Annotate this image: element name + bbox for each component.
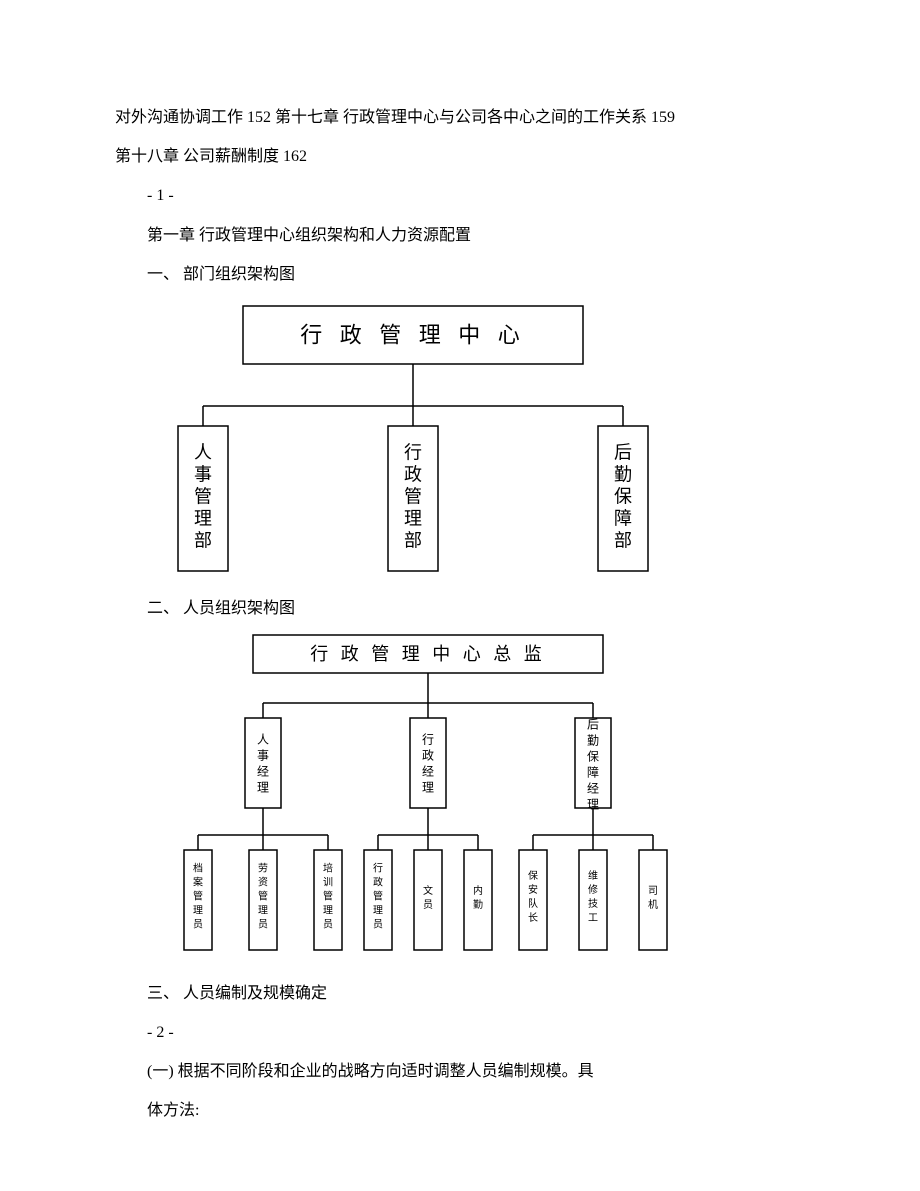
svg-text:长: 长 bbox=[528, 912, 538, 924]
svg-text:理: 理 bbox=[404, 508, 422, 528]
svg-text:保: 保 bbox=[614, 486, 632, 506]
body-line-2: 体方法: bbox=[115, 1093, 805, 1128]
svg-text:安: 安 bbox=[528, 883, 538, 896]
svg-text:理: 理 bbox=[422, 781, 434, 795]
svg-text:文: 文 bbox=[423, 884, 433, 897]
svg-text:管: 管 bbox=[323, 890, 333, 903]
body-line-1: (一) 根据不同阶段和企业的战略方向适时调整人员编制规模。具 bbox=[115, 1054, 805, 1089]
svg-text:保: 保 bbox=[528, 869, 538, 882]
svg-text:员: 员 bbox=[258, 919, 268, 931]
svg-text:行: 行 bbox=[404, 442, 422, 462]
svg-text:事: 事 bbox=[257, 749, 269, 763]
svg-text:员: 员 bbox=[193, 919, 203, 931]
svg-text:行: 行 bbox=[422, 733, 434, 747]
org-chart-1-svg: 行 政 管 理 中 心人事管理部行政管理部后勤保障部 bbox=[163, 296, 663, 576]
page-num-2: - 2 - bbox=[115, 1015, 805, 1050]
svg-text:理: 理 bbox=[193, 905, 203, 917]
svg-text:行 政 管 理 中 心: 行 政 管 理 中 心 bbox=[300, 322, 526, 347]
svg-text:保: 保 bbox=[587, 750, 599, 764]
section-2-title: 二、 人员组织架构图 bbox=[115, 591, 805, 626]
svg-text:后: 后 bbox=[587, 718, 599, 732]
svg-text:勤: 勤 bbox=[587, 734, 599, 748]
svg-text:理: 理 bbox=[323, 905, 333, 917]
svg-text:政: 政 bbox=[404, 464, 422, 484]
svg-text:经: 经 bbox=[422, 765, 434, 779]
svg-text:部: 部 bbox=[404, 530, 422, 550]
chapter-1-title: 第一章 行政管理中心组织架构和人力资源配置 bbox=[115, 218, 805, 253]
svg-text:理: 理 bbox=[194, 508, 212, 528]
section-1-title: 一、 部门组织架构图 bbox=[115, 257, 805, 292]
svg-text:司: 司 bbox=[648, 886, 658, 897]
svg-text:管: 管 bbox=[404, 486, 422, 506]
svg-text:政: 政 bbox=[422, 749, 434, 763]
svg-text:经: 经 bbox=[587, 782, 599, 796]
org-chart-1: 行 政 管 理 中 心人事管理部行政管理部后勤保障部 bbox=[163, 296, 805, 589]
svg-text:员: 员 bbox=[423, 899, 433, 911]
svg-text:障: 障 bbox=[614, 508, 632, 528]
svg-text:维: 维 bbox=[588, 869, 598, 882]
toc-line-2: 第十八章 公司薪酬制度 162 bbox=[115, 139, 805, 174]
svg-text:员: 员 bbox=[373, 919, 383, 931]
svg-text:管: 管 bbox=[258, 890, 268, 903]
svg-text:管: 管 bbox=[194, 486, 212, 506]
page-num-1: - 1 - bbox=[115, 178, 805, 213]
svg-text:人: 人 bbox=[194, 442, 212, 462]
svg-text:管: 管 bbox=[193, 890, 203, 903]
section-3-title: 三、 人员编制及规模确定 bbox=[115, 976, 805, 1011]
svg-text:政: 政 bbox=[373, 876, 383, 889]
svg-text:行: 行 bbox=[373, 862, 383, 875]
svg-text:机: 机 bbox=[648, 898, 658, 911]
svg-text:资: 资 bbox=[258, 877, 268, 889]
svg-text:人: 人 bbox=[257, 733, 269, 747]
svg-text:障: 障 bbox=[587, 765, 599, 780]
svg-text:员: 员 bbox=[323, 919, 333, 931]
svg-text:工: 工 bbox=[588, 913, 598, 924]
org-chart-2-svg: 行 政 管 理 中 心 总 监人事经理行政经理后勤保障经理档案管理员劳资管理员培… bbox=[163, 630, 693, 960]
svg-text:训: 训 bbox=[323, 877, 333, 889]
svg-text:勤: 勤 bbox=[614, 464, 632, 484]
svg-text:内: 内 bbox=[473, 884, 483, 897]
svg-text:理: 理 bbox=[257, 781, 269, 795]
org-chart-2: 行 政 管 理 中 心 总 监人事经理行政经理后勤保障经理档案管理员劳资管理员培… bbox=[163, 630, 805, 973]
toc-line-1: 对外沟通协调工作 152 第十七章 行政管理中心与公司各中心之间的工作关系 15… bbox=[115, 100, 805, 135]
svg-text:培: 培 bbox=[323, 862, 333, 875]
svg-text:技: 技 bbox=[588, 897, 598, 910]
svg-text:理: 理 bbox=[373, 905, 383, 917]
svg-text:案: 案 bbox=[193, 876, 203, 889]
svg-text:队: 队 bbox=[528, 897, 538, 910]
svg-text:修: 修 bbox=[588, 883, 598, 896]
svg-text:档: 档 bbox=[193, 862, 203, 875]
svg-text:后: 后 bbox=[614, 442, 632, 462]
svg-text:管: 管 bbox=[373, 890, 383, 903]
svg-text:勤: 勤 bbox=[473, 898, 483, 911]
svg-text:部: 部 bbox=[614, 530, 632, 550]
svg-text:部: 部 bbox=[194, 530, 212, 550]
svg-text:理: 理 bbox=[258, 905, 268, 917]
svg-text:事: 事 bbox=[194, 464, 212, 484]
svg-text:经: 经 bbox=[257, 765, 269, 779]
svg-text:行 政 管 理 中 心 总 监: 行 政 管 理 中 心 总 监 bbox=[310, 644, 546, 664]
svg-text:劳: 劳 bbox=[258, 862, 268, 875]
